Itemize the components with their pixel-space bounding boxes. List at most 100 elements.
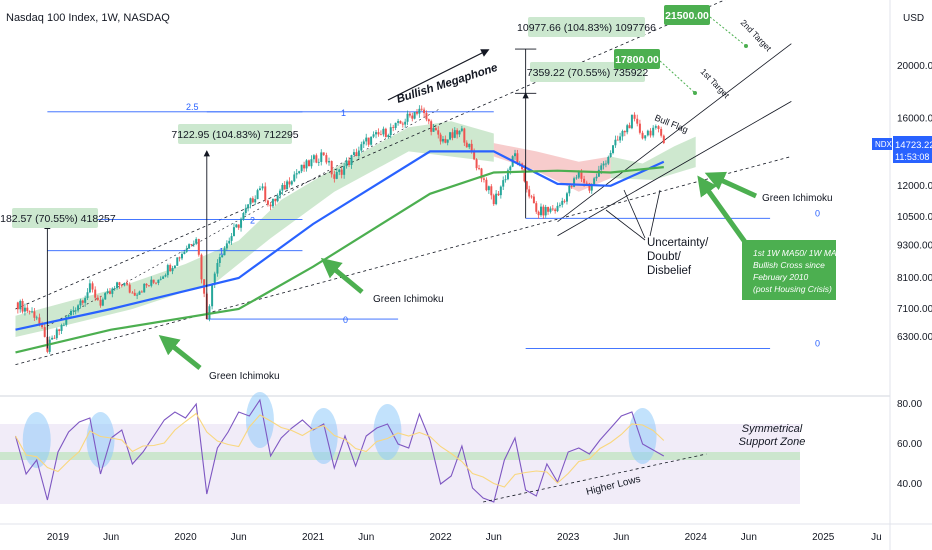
candle-down (525, 181, 528, 190)
candle-down (423, 109, 426, 114)
candle-up (35, 317, 38, 319)
price-pane: 2.5 2 1 0 1 0 0 (15, 0, 820, 366)
candle-up (370, 136, 373, 145)
candle-down (377, 132, 380, 135)
candle-up (558, 204, 561, 206)
candle-up (514, 153, 517, 157)
candle-down (570, 186, 573, 187)
candle-down (523, 169, 526, 182)
candle-down (81, 300, 84, 303)
candle-up (352, 152, 355, 156)
candle-down (638, 123, 641, 133)
candle-up (62, 324, 65, 326)
candle-down (131, 292, 134, 294)
candle-up (138, 291, 141, 295)
candle-up (602, 163, 605, 166)
uncertainty-pointer (605, 209, 646, 241)
candle-down (340, 169, 343, 175)
candle-down (497, 193, 500, 196)
candle-down (583, 178, 586, 183)
candle-down (444, 138, 447, 143)
candle-up (305, 160, 308, 169)
candle-down (660, 128, 663, 136)
target-name-label: 2nd Target (739, 17, 774, 53)
candle-up (173, 265, 176, 269)
candle-up (254, 199, 257, 203)
candle-up (216, 262, 219, 274)
candle-up (626, 125, 629, 133)
price-tick-label: 7100.00 (897, 304, 932, 315)
candle-down (38, 317, 41, 324)
candle-up (290, 181, 293, 185)
measurement-label: 7122.95 (104.83%) 712295 (171, 129, 298, 141)
measurement-label: 7359.22 (70.55%) 735922 (527, 67, 649, 79)
candle-down (307, 160, 310, 167)
uncertainty-label: Disbelief (647, 265, 692, 277)
candle-down (473, 151, 476, 160)
candle-up (577, 171, 580, 178)
candle-up (365, 137, 368, 142)
candle-up (561, 200, 564, 205)
candle-up (556, 205, 559, 212)
candle-up (644, 135, 647, 139)
candle-down (616, 139, 619, 141)
candle-down (169, 265, 172, 272)
candle-down (485, 179, 488, 191)
candle-up (614, 139, 617, 146)
candle-up (211, 284, 214, 307)
candle-down (133, 292, 136, 296)
fib-level-label: 2 (250, 215, 255, 225)
candle-up (317, 161, 320, 163)
candle-down (580, 171, 583, 179)
candle-up (188, 244, 191, 249)
candle-up (218, 257, 221, 263)
candle-down (16, 302, 19, 310)
candle-up (111, 288, 114, 294)
rsi-tick-label: 60.00 (897, 439, 922, 450)
bullish-megaphone-label: Bullish Megaphone (395, 62, 500, 106)
candle-up (619, 136, 622, 141)
candle-down (490, 186, 493, 196)
candle-up (261, 186, 264, 189)
candle-up (544, 206, 547, 216)
candle-down (554, 209, 557, 212)
uncertainty-pointer (623, 189, 646, 239)
target-point (744, 44, 748, 48)
price-tick-label: 16000.00 (897, 113, 932, 124)
candle-up (565, 193, 568, 202)
candle-down (392, 127, 395, 128)
candle-down (588, 183, 591, 191)
time-tick-label: Jun (613, 532, 629, 543)
candle-down (91, 283, 94, 290)
candle-up (84, 298, 87, 303)
candle-down (399, 121, 402, 124)
candle-down (264, 186, 267, 201)
candle-up (88, 283, 91, 293)
candle-up (453, 130, 456, 138)
ichimoku-cloud-forward (610, 136, 696, 180)
candle-up (375, 132, 378, 135)
uncertainty-label: Uncertainty/ (647, 237, 709, 249)
candle-up (621, 131, 624, 137)
candle-down (325, 155, 328, 163)
candle-down (269, 204, 272, 207)
candle-down (456, 130, 459, 135)
candle-up (192, 243, 195, 245)
ma100-line (15, 166, 664, 354)
rsi-highlight-oval (86, 412, 115, 468)
candle-up (247, 204, 250, 209)
bar-countdown: 11:53:08 (895, 152, 929, 162)
time-tick-label: 2021 (302, 532, 325, 543)
time-tick-label: Jun (231, 532, 247, 543)
candle-down (126, 283, 129, 285)
candle-down (41, 323, 44, 328)
candle-up (176, 257, 179, 266)
candle-down (532, 196, 535, 204)
candle-up (232, 227, 235, 237)
target-price-label: 21500.00 (665, 10, 709, 22)
price-tick-label: 9300.00 (897, 241, 932, 252)
rsi-tick-label: 80.00 (897, 399, 922, 410)
candle-up (249, 198, 252, 205)
candle-up (495, 193, 498, 205)
